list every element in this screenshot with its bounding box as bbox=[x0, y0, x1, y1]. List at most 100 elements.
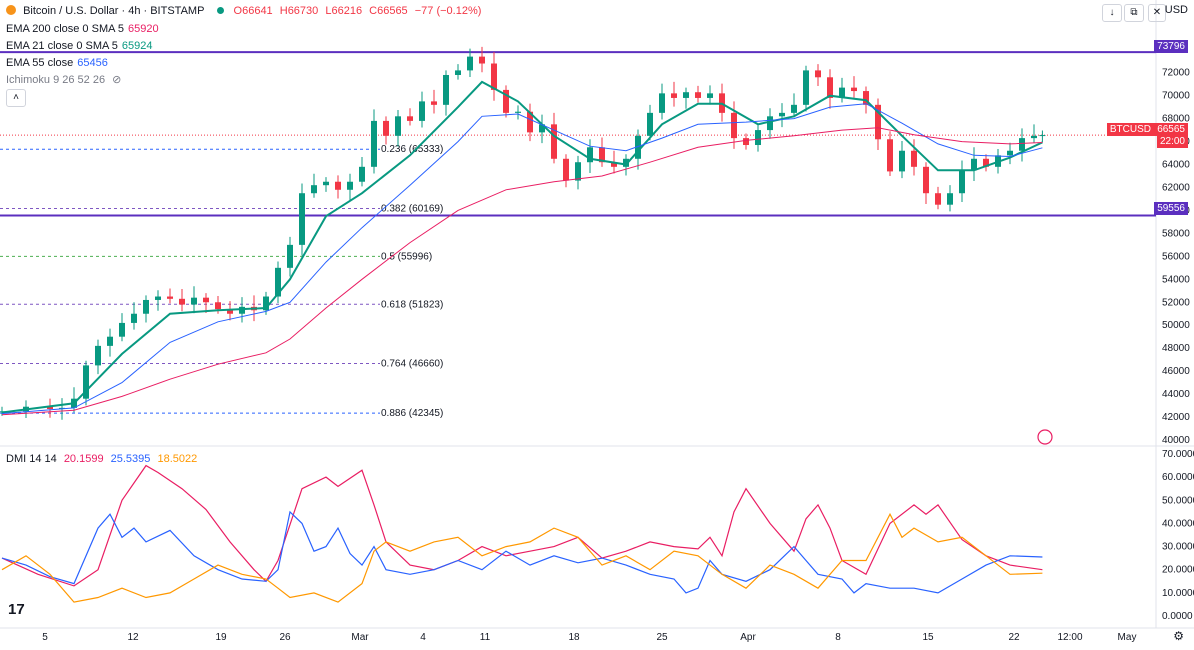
candle-body bbox=[323, 181, 329, 186]
candle-body bbox=[491, 63, 497, 90]
top-line-price-label: 73796 bbox=[1154, 40, 1188, 53]
candle-body bbox=[479, 56, 485, 64]
candle-body bbox=[851, 87, 857, 92]
candle-body bbox=[815, 70, 821, 78]
time-axis-tick: 18 bbox=[568, 632, 580, 643]
currency-selector[interactable]: USD bbox=[1164, 4, 1188, 16]
indicator-ema55[interactable]: EMA 55 close 65456 bbox=[6, 57, 112, 69]
ohlc-close: C66565 bbox=[369, 5, 408, 17]
time-axis-tick: Mar bbox=[351, 632, 369, 643]
candle-body bbox=[827, 77, 833, 98]
candle-body bbox=[515, 111, 521, 113]
ohlc-high: H66730 bbox=[279, 5, 319, 17]
candle-body bbox=[611, 162, 617, 167]
candle-body bbox=[203, 297, 209, 303]
ema200-value: 65920 bbox=[128, 23, 159, 35]
candle-body bbox=[923, 166, 929, 194]
candle-body bbox=[431, 101, 437, 105]
candle-body bbox=[899, 150, 905, 172]
fib-level-label: 0.764 (46660) bbox=[381, 359, 443, 370]
price-axis-tick: 64000 bbox=[1162, 160, 1190, 171]
ohlc-open: O66641 bbox=[233, 5, 273, 17]
price-axis-tick: 56000 bbox=[1162, 251, 1190, 262]
candle-body bbox=[707, 93, 713, 98]
dmi-axis-tick: 0.0000 bbox=[1162, 611, 1193, 622]
dmi-adx-value: 20.1599 bbox=[63, 453, 104, 465]
time-axis-tick: 26 bbox=[279, 632, 291, 643]
candle-body bbox=[227, 309, 233, 314]
candle-body bbox=[503, 89, 509, 113]
candle-body bbox=[311, 185, 317, 194]
ema21-value: 65924 bbox=[121, 40, 153, 52]
candle-body bbox=[263, 296, 269, 311]
candle-body bbox=[1019, 138, 1025, 151]
candle-body bbox=[647, 112, 653, 136]
candle-body bbox=[119, 322, 125, 337]
eye-hidden-icon[interactable]: ⊘ bbox=[112, 74, 122, 86]
symbol-legend: Bitcoin / U.S. Dollar · 4h · BITSTAMP O6… bbox=[6, 5, 485, 17]
dmi-axis-tick: 30.0000 bbox=[1162, 542, 1194, 553]
candle-body bbox=[131, 313, 137, 323]
candle-body bbox=[83, 365, 89, 399]
candle-body bbox=[395, 116, 401, 136]
collapse-legend-button[interactable]: ˄ bbox=[6, 89, 26, 107]
candle-body bbox=[239, 306, 245, 314]
candle-body bbox=[287, 244, 293, 268]
time-axis-tick: 4 bbox=[420, 632, 426, 643]
price-axis-tick: 54000 bbox=[1162, 274, 1190, 285]
tradingview-logo: 17 bbox=[8, 601, 25, 618]
candle-body bbox=[299, 193, 305, 245]
candle-body bbox=[863, 91, 869, 105]
indicator-ema21[interactable]: EMA 21 close 0 SMA 5 65924 bbox=[6, 40, 156, 52]
fib-level-label: 0.618 (51823) bbox=[381, 299, 443, 310]
candle-body bbox=[551, 124, 557, 159]
candle-body bbox=[959, 170, 965, 194]
candle-body bbox=[275, 267, 281, 297]
candle-body bbox=[215, 302, 221, 310]
candle-body bbox=[143, 299, 149, 314]
candle-body bbox=[839, 87, 845, 98]
countdown-label: 22:00 bbox=[1156, 135, 1188, 148]
candle-body bbox=[455, 70, 461, 75]
price-axis-tick: 42000 bbox=[1162, 412, 1190, 423]
candle-body bbox=[155, 296, 161, 300]
dmi-line-2 bbox=[1, 512, 1043, 603]
last-price-label: 66565 bbox=[1154, 123, 1188, 136]
candle-body bbox=[695, 92, 701, 98]
time-axis-tick: May bbox=[1118, 632, 1137, 643]
dmi-legend[interactable]: DMI 14 14 20.1599 25.5395 18.5022 bbox=[6, 453, 201, 465]
time-axis-tick: 22 bbox=[1008, 632, 1020, 643]
candle-body bbox=[659, 93, 665, 113]
time-axis-tick: 11 bbox=[480, 632, 491, 643]
flash-icon bbox=[1037, 429, 1053, 445]
candle-body bbox=[971, 158, 977, 171]
time-axis-tick: 12:00 bbox=[1057, 632, 1082, 643]
indicator-ema200[interactable]: EMA 200 close 0 SMA 5 65920 bbox=[6, 23, 163, 35]
bitcoin-icon bbox=[6, 5, 16, 15]
ema-line-ema21 bbox=[1, 80, 1043, 414]
dmi-line-0 bbox=[1, 464, 1043, 587]
restore-icon[interactable]: ⧉ bbox=[1124, 4, 1144, 22]
market-open-dot-icon bbox=[217, 7, 225, 14]
candle-body bbox=[791, 104, 797, 113]
candle-body bbox=[167, 296, 173, 299]
candle-body bbox=[95, 345, 101, 366]
dmi-line-1 bbox=[1, 510, 1043, 594]
price-axis-tick: 48000 bbox=[1162, 343, 1190, 354]
close-icon[interactable]: ✕ bbox=[1148, 4, 1166, 22]
price-axis-tick: 58000 bbox=[1162, 228, 1190, 239]
candle-body bbox=[443, 74, 449, 105]
price-axis-tick: 46000 bbox=[1162, 366, 1190, 377]
price-axis-tick: 62000 bbox=[1162, 182, 1190, 193]
time-axis-tick: 25 bbox=[656, 632, 668, 643]
fib-level-label: 0.886 (42345) bbox=[381, 408, 443, 419]
symbol-title[interactable]: Bitcoin / U.S. Dollar · 4h · BITSTAMP bbox=[23, 5, 205, 17]
indicator-ichimoku[interactable]: Ichimoku 9 26 52 26 ⊘ bbox=[6, 73, 125, 86]
time-axis-tick: 12 bbox=[127, 632, 139, 643]
dmi-minus-value: 18.5022 bbox=[157, 453, 198, 465]
fib-level-label: 0.5 (55996) bbox=[381, 251, 432, 262]
arrow-down-icon[interactable]: ↓ bbox=[1102, 4, 1122, 22]
candle-body bbox=[359, 166, 365, 182]
settings-gear-icon[interactable]: ⚙ bbox=[1173, 629, 1184, 643]
time-axis-tick: 8 bbox=[835, 632, 841, 643]
